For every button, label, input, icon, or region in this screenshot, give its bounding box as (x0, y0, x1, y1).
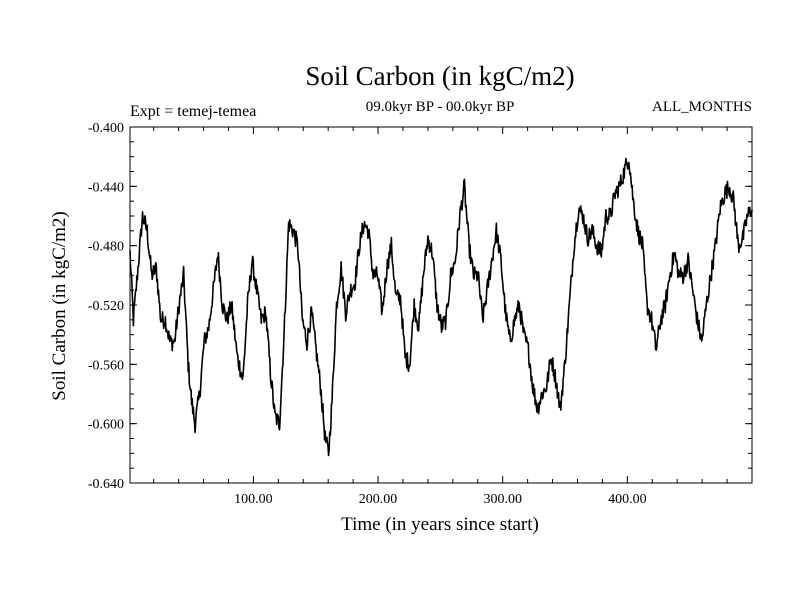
x-tick-label: 300.00 (483, 492, 522, 507)
plot-frame (129, 126, 753, 484)
y-tick-label: -0.440 (88, 180, 124, 195)
chart-title: Soil Carbon (in kgC/m2) (305, 61, 574, 91)
series-layer (129, 157, 753, 457)
y-tick-label: -0.600 (88, 418, 124, 433)
x-axis-label: Time (in years since start) (341, 514, 539, 535)
x-tick-label: 100.00 (234, 492, 273, 507)
y-tick-label: -0.520 (88, 299, 124, 314)
x-tick-label: 200.00 (359, 492, 398, 507)
series-line-temej-temea (129, 157, 753, 457)
axis-tick-labels: -0.400 -0.440 -0.480 -0.520 -0.560 -0.600 -0.6… (88, 121, 647, 507)
y-tick-label: -0.480 (88, 240, 124, 255)
y-tick-label: -0.640 (88, 477, 124, 492)
x-tick-label: 400.00 (608, 492, 647, 507)
months-label: ALL_MONTHS (652, 99, 752, 115)
y-tick-label: -0.400 (88, 121, 124, 136)
experiment-label: Expt = temej-temea (130, 103, 256, 120)
y-axis-label: Soil Carbon (in kgC/m2) (49, 211, 70, 400)
y-tick-label: -0.560 (88, 358, 124, 373)
time-range-label: 09.0kyr BP - 00.0kyr BP (366, 99, 515, 115)
